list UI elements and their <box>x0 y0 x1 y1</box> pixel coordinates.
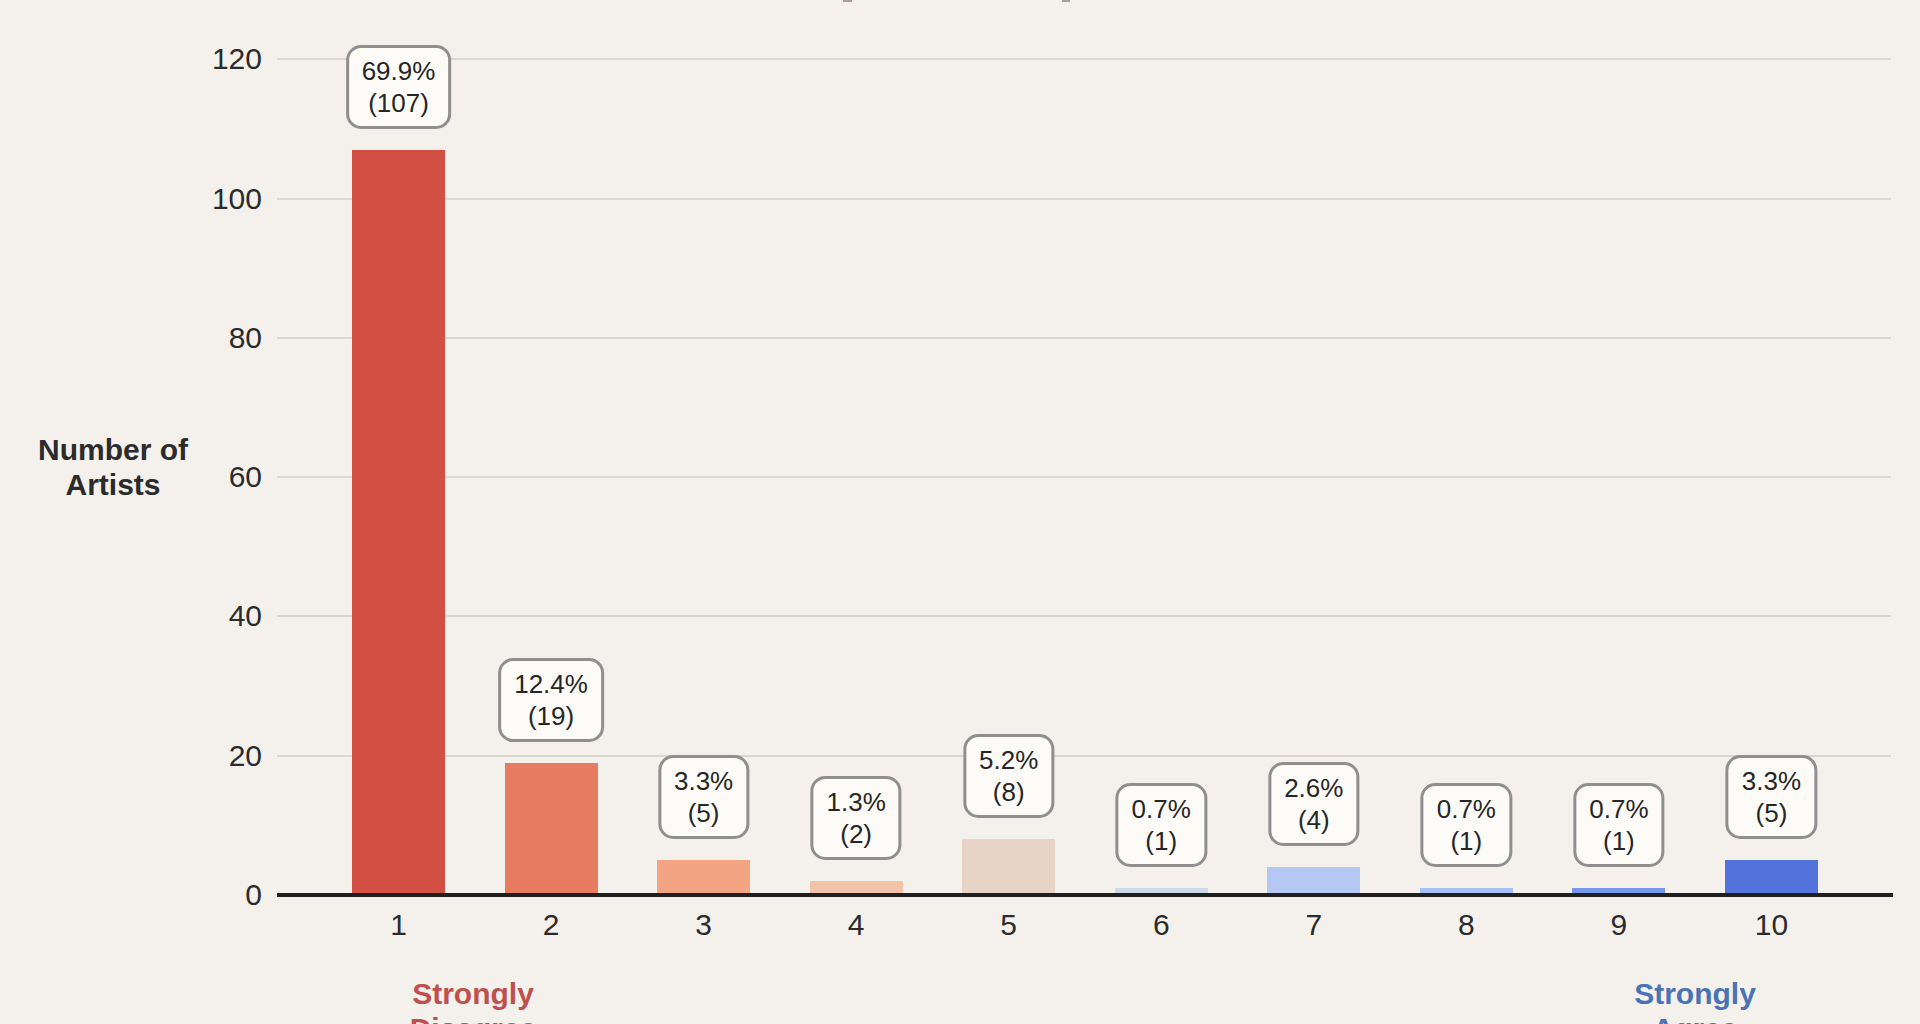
y-tick-label: 80 <box>172 321 262 355</box>
annotation-count: (1) <box>1132 825 1191 857</box>
annotation-count: (2) <box>827 818 886 850</box>
annotation-percent: 69.9% <box>362 55 436 87</box>
annotation-percent: 0.7% <box>1437 793 1496 825</box>
bar-annotation-6: 0.7%(1) <box>1116 783 1207 867</box>
bar-annotation-4: 1.3%(2) <box>811 776 902 860</box>
gridline-100 <box>277 198 1891 200</box>
annotation-count: (5) <box>674 797 733 829</box>
bar-2 <box>505 763 598 895</box>
gridline-120 <box>277 58 1891 60</box>
y-tick-label: 0 <box>172 878 262 912</box>
x-tick-label-5: 5 <box>1000 908 1017 942</box>
y-tick-label: 60 <box>172 460 262 494</box>
annotation-count: (1) <box>1437 825 1496 857</box>
x-tick-label-9: 9 <box>1611 908 1628 942</box>
bar-annotation-3: 3.3%(5) <box>658 755 749 839</box>
annotation-percent: 0.7% <box>1132 793 1191 825</box>
x-tick-label-1: 1 <box>390 908 407 942</box>
bar-5 <box>962 839 1055 895</box>
annotation-percent: 3.3% <box>1742 765 1801 797</box>
bar-annotation-1: 69.9%(107) <box>346 45 452 129</box>
anchor-left-line2: Disagree <box>410 1011 537 1024</box>
bar-annotation-5: 5.2%(8) <box>963 734 1054 818</box>
x-axis-line <box>277 893 1893 897</box>
x-tick-label-6: 6 <box>1153 908 1170 942</box>
annotation-percent: 0.7% <box>1589 793 1648 825</box>
annotation-count: (19) <box>514 700 588 732</box>
bar-chart: Number of Artists 020406080100120 69.9%(… <box>0 0 1920 1024</box>
bar-annotation-10: 3.3%(5) <box>1726 755 1817 839</box>
anchor-right-line2: Agree <box>1634 1011 1756 1024</box>
title-remnant-left <box>843 0 852 2</box>
anchor-right-line1: Strongly <box>1634 976 1756 1011</box>
x-tick-label-7: 7 <box>1305 908 1322 942</box>
annotation-percent: 1.3% <box>827 786 886 818</box>
bar-annotation-8: 0.7%(1) <box>1421 783 1512 867</box>
y-tick-label: 120 <box>172 42 262 76</box>
y-tick-label: 40 <box>172 599 262 633</box>
x-tick-label-2: 2 <box>543 908 560 942</box>
annotation-percent: 5.2% <box>979 744 1038 776</box>
gridline-20 <box>277 755 1891 757</box>
annotation-count: (5) <box>1742 797 1801 829</box>
annotation-percent: 12.4% <box>514 668 588 700</box>
y-tick-label: 20 <box>172 739 262 773</box>
bar-annotation-2: 12.4%(19) <box>498 658 604 742</box>
title-remnant-right <box>1062 0 1070 2</box>
annotation-count: (107) <box>362 87 436 119</box>
gridline-80 <box>277 337 1891 339</box>
x-tick-label-10: 10 <box>1755 908 1788 942</box>
bar-7 <box>1267 867 1360 895</box>
x-tick-label-8: 8 <box>1458 908 1475 942</box>
annotation-count: (8) <box>979 776 1038 808</box>
annotation-count: (4) <box>1284 804 1343 836</box>
bar-1 <box>352 150 445 895</box>
x-tick-label-3: 3 <box>695 908 712 942</box>
gridline-60 <box>277 476 1891 478</box>
x-tick-label-4: 4 <box>848 908 865 942</box>
annotation-percent: 2.6% <box>1284 772 1343 804</box>
x-axis-anchor-strongly-disagree: Strongly Disagree <box>410 976 537 1024</box>
bar-10 <box>1725 860 1818 895</box>
annotation-count: (1) <box>1589 825 1648 857</box>
bar-annotation-7: 2.6%(4) <box>1268 762 1359 846</box>
bar-3 <box>657 860 750 895</box>
anchor-left-line1: Strongly <box>410 976 537 1011</box>
bar-annotation-9: 0.7%(1) <box>1573 783 1664 867</box>
x-axis-anchor-strongly-agree: Strongly Agree <box>1634 976 1756 1024</box>
gridline-40 <box>277 615 1891 617</box>
annotation-percent: 3.3% <box>674 765 733 797</box>
y-tick-label: 100 <box>172 182 262 216</box>
